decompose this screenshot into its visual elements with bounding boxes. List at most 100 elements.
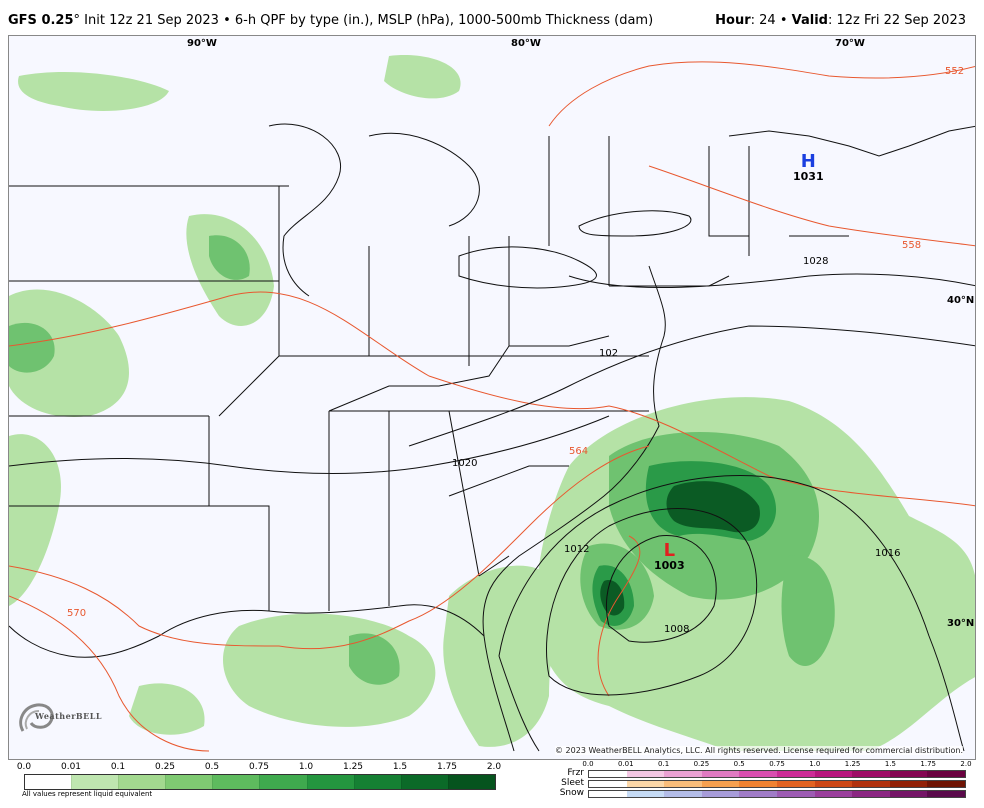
qpf-area-light — [443, 565, 554, 747]
qpf-color-swatch — [25, 775, 72, 789]
precip-type-swatch — [889, 791, 928, 797]
isobar — [546, 508, 758, 696]
gulf-coast — [9, 604, 485, 658]
qpf-area-light — [9, 289, 129, 417]
thickness-label: 558 — [902, 240, 922, 251]
qpf-tick: 1.25 — [342, 762, 364, 772]
snow-label: Snow — [559, 788, 584, 798]
lon-label-70w: 70°W — [835, 38, 865, 49]
qpf-tick: 1.5 — [392, 762, 408, 772]
precip-type-swatch — [701, 781, 740, 787]
isobar — [568, 273, 975, 289]
valid-label: Valid — [791, 13, 828, 28]
precip-type-tick: 0.75 — [769, 760, 785, 768]
lat-label-40n: 40°N — [947, 295, 975, 306]
qpf-tick: 1.75 — [436, 762, 458, 772]
precip-type-tick: 1.75 — [920, 760, 936, 768]
qpf-color-swatch — [259, 775, 307, 789]
precip-type-swatch — [814, 791, 853, 797]
sleet-color-bar — [588, 780, 966, 788]
precip-type-swatch — [739, 781, 777, 787]
precip-type-tick: 1.25 — [844, 760, 861, 768]
thickness-contours — [9, 61, 975, 752]
qpf-tick: 0.01 — [60, 762, 82, 772]
precip-type-swatch — [701, 791, 740, 797]
model-name: GFS 0.25 — [8, 13, 74, 28]
qpf-tick: 0.75 — [248, 762, 270, 772]
precip-type-swatch — [664, 791, 702, 797]
high-pressure-center: H 1031 — [793, 153, 824, 183]
qpf-color-bar — [24, 774, 496, 790]
isobar — [605, 535, 717, 643]
precip-type-swatch — [664, 781, 702, 787]
low-pressure-value: 1003 — [654, 559, 685, 572]
precip-type-swatch — [626, 771, 665, 777]
precip-type-tick: 0.01 — [618, 760, 634, 768]
precip-type-tick: 2.0 — [960, 760, 972, 768]
copyright-notice: © 2023 WeatherBELL Analytics, LLC. All r… — [555, 746, 963, 755]
precip-type-swatch — [589, 781, 627, 787]
qpf-tick: 0.1 — [110, 762, 126, 772]
init-time: Init 12z 21 Sep 2023 — [80, 13, 219, 28]
thickness-line — [548, 61, 975, 127]
qpf-tick: 0.0 — [16, 762, 32, 772]
qpf-area-light — [18, 71, 170, 111]
qpf-color-swatch — [212, 775, 260, 789]
political-boundaries — [9, 123, 975, 752]
high-pressure-value: 1031 — [793, 170, 824, 183]
hour-value: : 24 — [750, 13, 776, 28]
logo-text: WeatherBELL — [35, 711, 103, 721]
weather-map: 90°W 80°W 70°W 40°N 30°N 1028 102 1020 1… — [8, 35, 976, 760]
qpf-shading — [9, 55, 975, 751]
precip-type-swatch — [589, 791, 627, 797]
qpf-area-mid — [9, 322, 55, 373]
maine-coast — [728, 125, 975, 237]
isobar-label: 1020 — [452, 458, 478, 469]
precip-type-swatch — [927, 781, 965, 787]
qpf-color-swatch — [118, 775, 166, 789]
precip-type-swatch — [814, 781, 853, 787]
great-lakes — [268, 123, 692, 297]
qpf-area-light — [222, 613, 436, 727]
high-symbol: H — [800, 151, 816, 172]
qpf-area-mid — [209, 235, 250, 280]
isobar — [408, 325, 975, 447]
isobar-label: 102 — [599, 348, 619, 359]
precip-type-swatch — [626, 791, 665, 797]
qpf-tick: 0.5 — [204, 762, 220, 772]
coastline — [482, 265, 666, 752]
thickness-line — [9, 595, 210, 752]
precip-type-swatch — [626, 781, 665, 787]
low-symbol: L — [663, 540, 676, 561]
snow-color-bar — [588, 790, 966, 798]
qpf-area-light — [384, 55, 461, 99]
isobar-label: 1012 — [564, 544, 590, 555]
map-canvas — [9, 55, 975, 752]
isobar-label: 1016 — [875, 548, 901, 559]
precip-type-legend: 0.0 0.01 0.1 0.25 0.5 0.75 1.0 1.25 1.5 1.75 2.0 F… — [558, 760, 978, 808]
thickness-label: 552 — [945, 66, 965, 77]
chart-header: GFS 0.25° Init 12z 21 Sep 2023 • 6-h QPF… — [0, 0, 984, 34]
precip-type-swatch — [852, 781, 890, 787]
qpf-color-swatch — [353, 775, 401, 789]
qpf-color-swatch — [165, 775, 213, 789]
qpf-area-mid — [781, 555, 835, 666]
precip-type-swatch — [664, 771, 702, 777]
precip-type-swatch — [889, 781, 928, 787]
sleet-label: Sleet — [561, 778, 584, 788]
qpf-color-swatch — [400, 775, 448, 789]
qpf-tick: 0.25 — [154, 762, 176, 772]
thickness-line — [648, 165, 975, 247]
low-pressure-center: L 1003 — [654, 542, 685, 572]
precip-type-swatch — [739, 771, 777, 777]
precip-type-tick: 0.25 — [693, 760, 710, 768]
thickness-line — [9, 445, 650, 650]
thickness-label: 570 — [67, 608, 87, 619]
isobar-label: 1008 — [664, 624, 690, 635]
qpf-color-swatch — [306, 775, 354, 789]
isobar — [498, 475, 965, 752]
precip-type-swatch — [814, 771, 853, 777]
precip-type-swatch — [889, 771, 928, 777]
isobar-contours — [9, 273, 975, 752]
precip-type-swatch — [701, 771, 740, 777]
